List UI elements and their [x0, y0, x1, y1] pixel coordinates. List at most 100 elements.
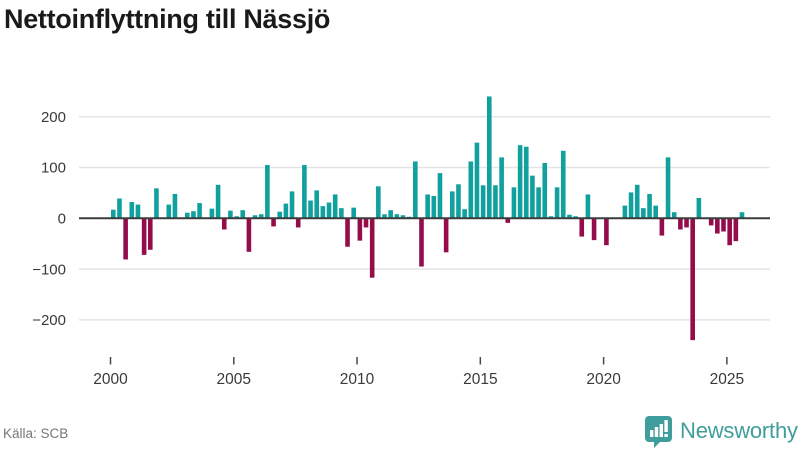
- x-tick-label: 2025: [710, 371, 744, 388]
- x-tick-label: 2015: [463, 371, 497, 388]
- bar-2004-Q2: [215, 184, 221, 219]
- bar-2015-Q3: [493, 185, 498, 219]
- bar-2022-Q4: [671, 212, 677, 219]
- bar-2024-Q3: [715, 218, 720, 234]
- bar-2007-Q2: [289, 191, 295, 219]
- bar-2022-Q2: [659, 218, 665, 236]
- bar-2003-Q3: [197, 203, 202, 219]
- bar-2005-Q3: [246, 218, 252, 252]
- bar-2009-Q3: [345, 218, 350, 247]
- bar-2002-Q3: [172, 193, 178, 219]
- bar-2007-Q3: [295, 218, 301, 228]
- chart-title: Nettoinflyttning till Nässjö: [4, 4, 331, 34]
- bar-2025-Q3: [739, 212, 745, 219]
- bar-2025-Q1: [727, 218, 732, 246]
- newsworthy-pin-bar-chart-icon: [645, 415, 672, 448]
- bar-2001-Q4: [154, 188, 159, 219]
- bar-2014-Q4: [474, 142, 480, 219]
- bar-2002-Q2: [166, 204, 172, 219]
- bar-2018-Q4: [573, 216, 578, 219]
- bar-2006-Q4: [277, 211, 283, 219]
- source-note: Källa: SCB: [3, 426, 69, 441]
- bar-2004-Q4: [228, 210, 233, 219]
- y-tick-label: 0: [58, 211, 66, 228]
- bar-2020-Q1: [604, 218, 609, 246]
- bar-2008-Q3: [320, 206, 326, 219]
- bar-2000-Q4: [129, 202, 135, 219]
- bar-2012-Q4: [425, 194, 430, 219]
- bar-2005-Q1: [234, 216, 239, 219]
- bar-2021-Q1: [628, 192, 634, 219]
- bar-2013-Q4: [450, 191, 455, 219]
- bar-2022-Q1: [653, 205, 659, 219]
- x-tick-label: 2020: [586, 371, 621, 388]
- y-tick-label: −200: [32, 312, 66, 329]
- bar-2023-Q3: [690, 218, 695, 341]
- bar-2001-Q2: [141, 218, 147, 255]
- bar-2015-Q4: [499, 157, 504, 219]
- bar-2005-Q2: [240, 210, 246, 219]
- y-tick-label: 200: [41, 109, 66, 126]
- bar-2018-Q1: [554, 187, 560, 219]
- bar-2011-Q1: [382, 214, 387, 219]
- y-tick-label: −100: [32, 261, 66, 278]
- bar-2014-Q2: [462, 209, 467, 219]
- bar-2018-Q2: [560, 150, 566, 219]
- bar-2016-Q2: [511, 187, 517, 219]
- bar-2007-Q1: [283, 203, 289, 219]
- bar-2000-Q2: [117, 198, 122, 219]
- bar-2019-Q2: [585, 194, 591, 219]
- bar-2006-Q1: [258, 214, 264, 219]
- bar-2000-Q1: [111, 209, 116, 219]
- x-tick-label: 2005: [217, 371, 251, 388]
- bar-2004-Q1: [209, 208, 215, 219]
- bar-2008-Q1: [308, 200, 313, 219]
- bar-2008-Q2: [314, 190, 319, 219]
- bar-2025-Q2: [733, 218, 739, 242]
- bar-2021-Q3: [641, 208, 646, 219]
- bar-2018-Q3: [567, 214, 572, 219]
- bar-2022-Q3: [665, 157, 671, 219]
- bar-2011-Q2: [388, 210, 393, 219]
- bar-2003-Q1: [184, 212, 190, 219]
- y-tick-label: 100: [41, 160, 66, 177]
- x-tick-label: 2000: [93, 371, 128, 388]
- bar-2019-Q1: [579, 218, 585, 237]
- bar-2006-Q2: [265, 164, 270, 219]
- bar-2024-Q4: [721, 218, 726, 232]
- bar-2010-Q1: [357, 218, 363, 241]
- bar-2015-Q1: [480, 185, 486, 219]
- bar-2014-Q3: [468, 161, 474, 219]
- bar-2007-Q4: [302, 164, 307, 219]
- bar-2001-Q3: [147, 218, 153, 250]
- bar-2021-Q2: [634, 184, 640, 219]
- bar-2008-Q4: [326, 202, 332, 219]
- bar-2013-Q2: [437, 173, 443, 219]
- bar-2020-Q4: [622, 205, 628, 219]
- bar-2023-Q4: [696, 197, 702, 219]
- bar-2016-Q4: [523, 146, 529, 219]
- bar-2010-Q4: [376, 186, 381, 219]
- newsworthy-logo: Newsworthy: [644, 414, 798, 448]
- bar-2016-Q1: [505, 218, 511, 223]
- bar-2019-Q3: [591, 218, 597, 241]
- bar-2005-Q4: [252, 215, 258, 219]
- newsworthy-wordmark: Newsworthy: [680, 418, 798, 443]
- bar-2009-Q2: [339, 208, 344, 219]
- bar-2009-Q4: [351, 207, 356, 219]
- bar-2023-Q1: [678, 218, 683, 230]
- bar-2004-Q3: [221, 218, 227, 230]
- bar-2011-Q3: [394, 214, 400, 219]
- bar-2014-Q1: [456, 184, 461, 219]
- bar-2010-Q3: [369, 218, 375, 278]
- bar-2017-Q1: [530, 175, 535, 219]
- bar-2000-Q3: [123, 218, 128, 260]
- bar-2012-Q3: [419, 218, 424, 267]
- bar-2010-Q2: [363, 218, 369, 228]
- bar-2011-Q4: [400, 215, 406, 219]
- bar-2017-Q4: [548, 216, 554, 219]
- bar-2017-Q3: [542, 162, 548, 219]
- bar-2006-Q3: [271, 218, 276, 227]
- x-tick-label: 2010: [340, 371, 375, 388]
